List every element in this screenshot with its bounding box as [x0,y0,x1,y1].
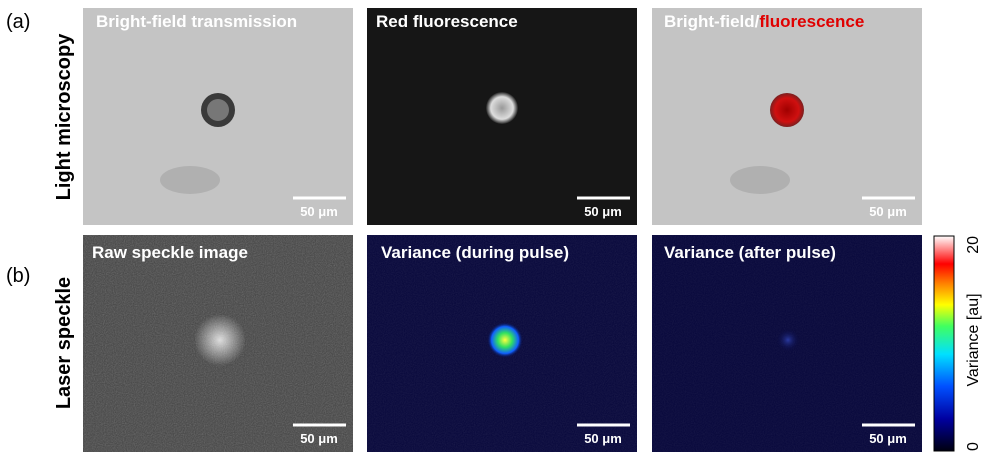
image-panel: Variance (during pulse) [367,235,637,452]
figure: (a) (b) Light microscopy Laser speckle B… [0,0,983,457]
panel-title: Red fluorescence [376,12,518,31]
scale-bar-label: 50 μm [869,204,907,219]
scale-bar-label: 50 μm [300,431,338,446]
tick-label: 20 [965,236,982,254]
colorbar [934,236,954,451]
panel-title: Bright-field/fluorescence [664,12,864,31]
scale-bar-label: 50 μm [584,431,622,446]
image-panel: Red fluorescence [367,8,637,225]
colorbar-label: Variance [au] [965,293,982,386]
scale-bar-label: 50 μm [300,204,338,219]
image-panel: Variance (after pulse) [652,235,922,452]
panel-title: Bright-field transmission [96,12,297,31]
panel-tag: (a) [6,11,30,33]
panel-title: Raw speckle image [92,243,248,262]
image-panel: Bright-field/fluorescence [652,8,922,225]
panel-title: Variance (after pulse) [664,243,836,262]
title-part: fluorescence [759,12,864,31]
image-panel: Raw speckle image [83,235,353,452]
row-label: Light microscopy [53,33,75,201]
title-part: Bright-field/ [664,12,760,31]
row-label: Laser speckle [53,277,75,409]
panel-title: Variance (during pulse) [381,243,569,262]
scale-bar-label: 50 μm [584,204,622,219]
image-panel: Bright-field transmission [83,8,353,225]
panel-tag: (b) [6,265,30,287]
scale-bar-label: 50 μm [869,431,907,446]
tick-label: 0 [965,442,982,451]
